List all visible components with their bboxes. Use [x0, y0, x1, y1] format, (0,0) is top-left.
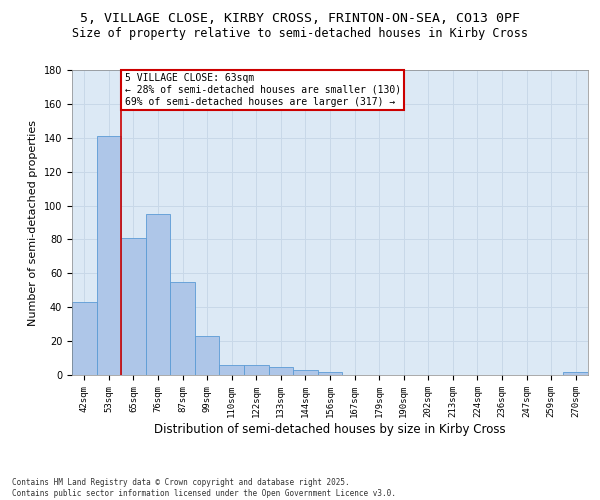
Bar — [170, 282, 195, 375]
Bar — [318, 372, 342, 375]
Bar — [97, 136, 121, 375]
Bar — [195, 336, 220, 375]
Bar — [244, 365, 269, 375]
Bar — [121, 238, 146, 375]
X-axis label: Distribution of semi-detached houses by size in Kirby Cross: Distribution of semi-detached houses by … — [154, 422, 506, 436]
Text: 5, VILLAGE CLOSE, KIRBY CROSS, FRINTON-ON-SEA, CO13 0PF: 5, VILLAGE CLOSE, KIRBY CROSS, FRINTON-O… — [80, 12, 520, 26]
Bar — [563, 372, 588, 375]
Bar — [146, 214, 170, 375]
Bar — [72, 302, 97, 375]
Bar — [220, 365, 244, 375]
Text: 5 VILLAGE CLOSE: 63sqm
← 28% of semi-detached houses are smaller (130)
69% of se: 5 VILLAGE CLOSE: 63sqm ← 28% of semi-det… — [125, 74, 401, 106]
Text: Contains HM Land Registry data © Crown copyright and database right 2025.
Contai: Contains HM Land Registry data © Crown c… — [12, 478, 396, 498]
Bar — [269, 366, 293, 375]
Bar — [293, 370, 318, 375]
Text: Size of property relative to semi-detached houses in Kirby Cross: Size of property relative to semi-detach… — [72, 28, 528, 40]
Y-axis label: Number of semi-detached properties: Number of semi-detached properties — [28, 120, 38, 326]
